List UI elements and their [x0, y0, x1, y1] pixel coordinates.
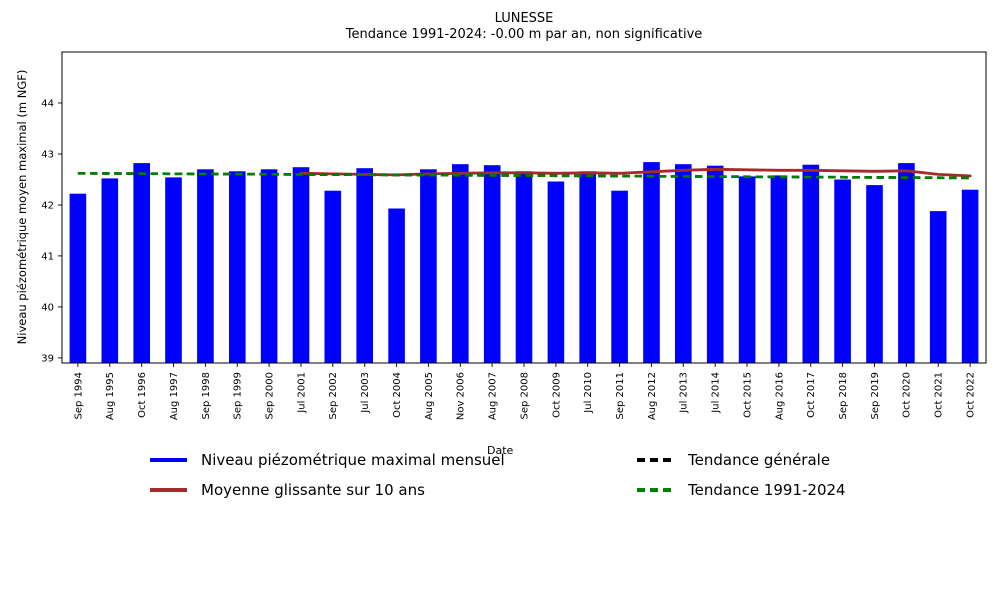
- x-tick-label: Aug 2005: [424, 372, 435, 420]
- bar: [292, 167, 310, 363]
- legend-label-tendance-1991-2024: Tendance 1991-2024: [688, 481, 846, 499]
- bar: [675, 164, 692, 363]
- x-tick-label: Oct 2015: [742, 372, 753, 418]
- x-tick-label: Aug 2007: [488, 372, 499, 420]
- legend-swatch-moyenne-glissante: [150, 488, 187, 492]
- bar: [611, 190, 628, 363]
- x-tick-label: Aug 1997: [169, 372, 180, 420]
- bar: [929, 211, 947, 363]
- bar: [770, 175, 788, 363]
- x-tick-label: Nov 2006: [456, 372, 467, 420]
- chart-title: LUNESSE: [494, 11, 554, 26]
- x-tick-label: Oct 1996: [137, 372, 148, 418]
- x-tick-label: Sep 2019: [870, 372, 881, 419]
- x-tick-label: Jul 2003: [360, 372, 371, 414]
- legend-item-niveau: Niveau piézométrique maximal mensuel: [150, 451, 505, 469]
- bar: [133, 163, 150, 363]
- bar: [706, 165, 724, 363]
- legend-item-tendance-generale: Tendance générale: [637, 451, 830, 469]
- bar: [643, 162, 660, 363]
- bar: [260, 169, 278, 363]
- x-tick-label: Aug 2012: [647, 372, 658, 420]
- y-tick-label: 39: [41, 353, 54, 364]
- trend-1991-2024-line: [77, 172, 971, 180]
- bar: [961, 189, 979, 363]
- x-tick-label: Oct 2009: [551, 372, 562, 418]
- y-tick-label: 42: [41, 201, 54, 212]
- legend-item-tendance-1991-2024: Tendance 1991-2024: [637, 481, 846, 499]
- bar: [898, 163, 915, 363]
- bar: [420, 169, 437, 363]
- bar: [802, 164, 820, 363]
- y-tick-label: 43: [41, 150, 54, 161]
- x-tick-label: Oct 2017: [806, 372, 817, 418]
- bar: [69, 193, 87, 363]
- x-tick-label: Jul 2013: [679, 372, 690, 414]
- x-tick-label: Oct 2020: [902, 372, 913, 418]
- bar: [515, 171, 533, 363]
- legend-swatch-niveau: [150, 458, 187, 462]
- legend-swatch-tendance-1991-2024: [637, 488, 674, 492]
- x-tick-label: Sep 1998: [201, 372, 212, 419]
- x-tick-label: Oct 2004: [392, 372, 403, 418]
- bar: [324, 190, 342, 363]
- y-tick-label: 40: [41, 302, 54, 313]
- x-tick-label: Sep 2002: [328, 372, 339, 419]
- bar: [388, 208, 405, 363]
- x-tick-label: Aug 1995: [105, 372, 116, 420]
- x-tick-label: Sep 1999: [233, 372, 244, 419]
- rolling-mean-line: [299, 167, 972, 178]
- x-tick-label: Sep 2000: [265, 372, 276, 419]
- legend-item-moyenne-glissante: Moyenne glissante sur 10 ans: [150, 481, 425, 499]
- y-tick-label: 44: [41, 99, 54, 110]
- x-axis-label: Date: [487, 444, 514, 457]
- bar: [483, 165, 501, 363]
- x-tick-label: Sep 1994: [73, 372, 84, 419]
- x-tick-label: Oct 2022: [966, 372, 977, 418]
- legend-label-niveau: Niveau piézométrique maximal mensuel: [201, 451, 505, 469]
- bar: [547, 181, 565, 363]
- bar: [356, 168, 373, 363]
- chart-title-block: LUNESSE Tendance 1991-2024: -0.00 m par …: [62, 11, 986, 43]
- legend-swatch-tendance-generale: [637, 458, 674, 462]
- x-tick-label: Jul 2014: [711, 372, 722, 414]
- bar: [834, 179, 851, 363]
- x-tick-label: Sep 2008: [519, 372, 530, 419]
- bar: [197, 169, 214, 363]
- bar: [229, 171, 246, 363]
- x-tick-label: Aug 2016: [774, 372, 785, 420]
- x-tick-label: Sep 2011: [615, 372, 626, 419]
- x-tick-label: Jul 2001: [296, 372, 307, 414]
- bar: [579, 171, 596, 363]
- bar: [165, 177, 182, 363]
- chart-subtitle: Tendance 1991-2024: -0.00 m par an, non …: [345, 27, 703, 42]
- x-tick-label: Sep 2018: [838, 372, 849, 419]
- legend-label-tendance-generale: Tendance générale: [688, 451, 831, 469]
- bar: [101, 178, 119, 363]
- bar: [452, 164, 469, 363]
- bar: [866, 185, 883, 363]
- y-tick-label: 41: [41, 251, 54, 262]
- x-tick-label: Jul 2010: [583, 372, 594, 414]
- x-tick-label: Oct 2021: [934, 372, 945, 418]
- bar: [738, 176, 756, 363]
- legend-label-moyenne-glissante: Moyenne glissante sur 10 ans: [201, 481, 425, 499]
